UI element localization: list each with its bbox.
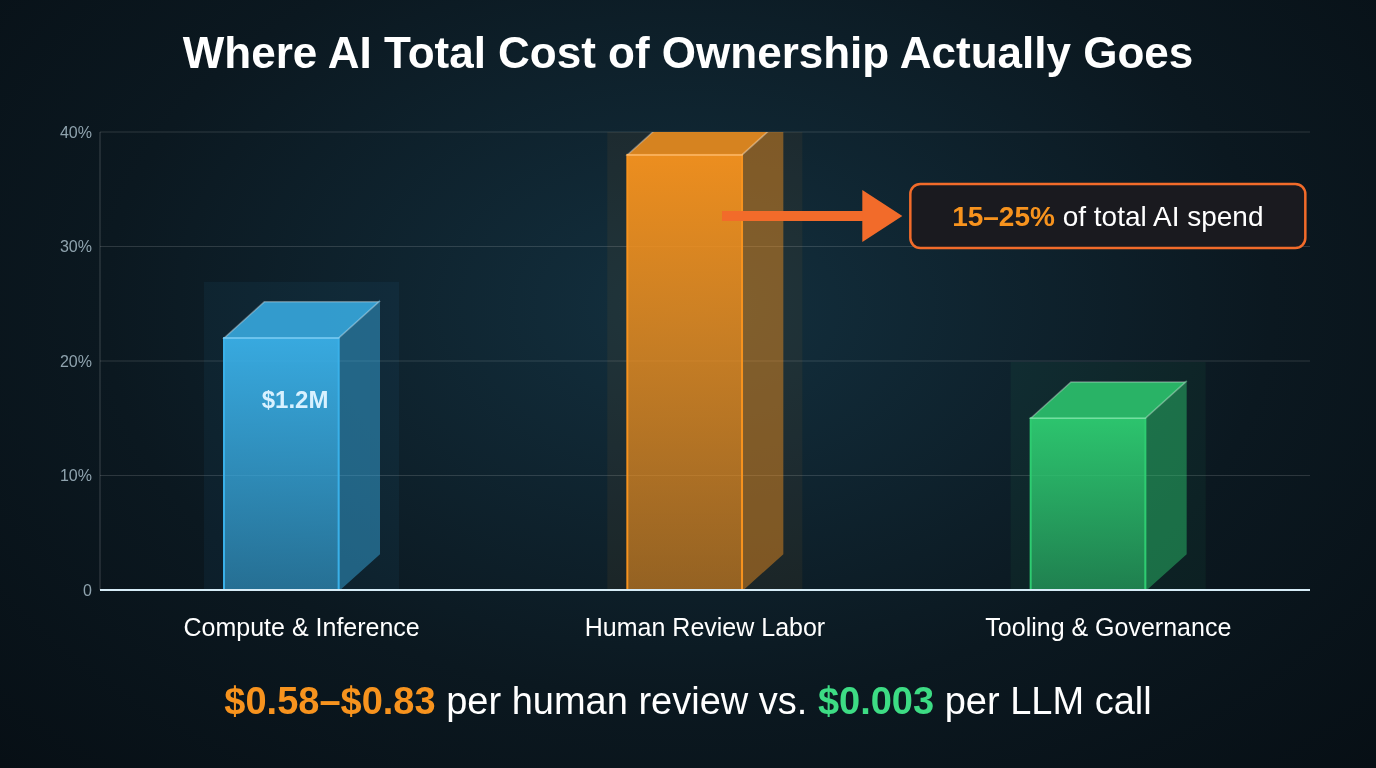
html-text:Where AI Total Cost of Ownersh: Where AI Total Cost of Ownership Actuall…: [182, 28, 1194, 77]
svg-text:40%: 40%: [60, 124, 92, 141]
svg-text:15–25% of total AI spend: 15–25% of total AI spend: [952, 201, 1263, 232]
svg-text:Human Review Labor: Human Review Labor: [585, 613, 825, 641]
svg-text:20%: 20%: [60, 353, 92, 370]
svg-text:$1.2M: $1.2M: [262, 386, 329, 413]
svg-text:0: 0: [83, 582, 92, 599]
svg-text:10%: 10%: [60, 467, 92, 484]
html-text:$0.58–$0.83 per human review v: $0.58–$0.83 per human review vs. $0.003 …: [224, 680, 1152, 722]
svg-text:Compute & Inference: Compute & Inference: [184, 613, 420, 641]
svg-text:Tooling & Governance: Tooling & Governance: [985, 613, 1231, 641]
svg-text:30%: 30%: [60, 238, 92, 255]
